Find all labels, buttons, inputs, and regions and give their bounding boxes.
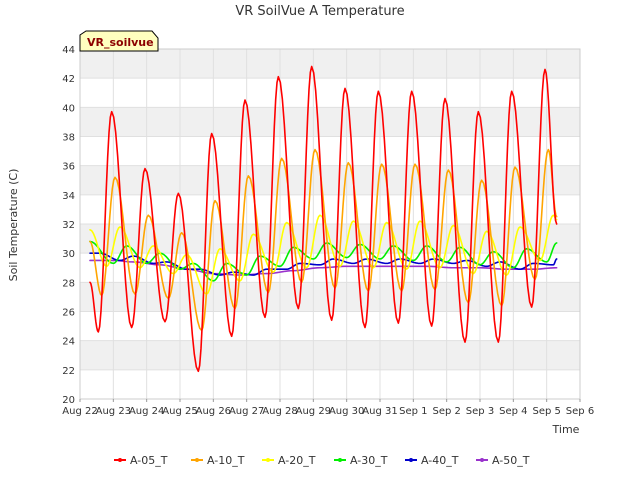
series-line-a-10-t	[89, 148, 558, 332]
plot-band	[80, 194, 580, 224]
y-tick-label: 36	[62, 162, 75, 173]
plot-band	[80, 107, 580, 137]
legend-label: A-10_T	[207, 454, 245, 467]
x-tick-label: Aug 31	[362, 406, 397, 417]
y-axis-ticks: 20 22 24 26 28 30 32 34 36 38 40 42 44	[62, 45, 75, 406]
series-lines	[89, 65, 558, 373]
plot-frame	[79, 48, 581, 400]
x-axis-label: Time	[552, 423, 580, 436]
y-axis-label: Soil Temperature (C)	[7, 169, 20, 282]
x-tick-label: Sep 6	[566, 406, 594, 417]
legend: A-05_T A-10_T A-20_T A-30_T A-40_T A-50_T	[114, 454, 530, 467]
series-line-a-05-t	[89, 65, 558, 373]
x-tick-label: Aug 24	[129, 406, 164, 417]
x-tick-label: Aug 29	[296, 406, 331, 417]
y-tick-label: 38	[62, 133, 75, 144]
legend-marker	[480, 458, 484, 462]
plot-band	[80, 165, 580, 195]
x-tick-label: Sep 5	[532, 406, 560, 417]
legend-marker	[118, 458, 122, 462]
y-tick-label: 44	[62, 45, 75, 56]
x-tick-label: Aug 23	[96, 406, 131, 417]
y-tick-label: 24	[62, 337, 75, 348]
x-tick-label: Sep 2	[432, 406, 460, 417]
y-tick-label: 32	[62, 220, 75, 231]
legend-label: A-05_T	[130, 454, 168, 467]
y-tick-label: 42	[62, 74, 75, 85]
x-tick-label: Aug 25	[162, 406, 197, 417]
plot-band	[80, 369, 580, 399]
y-tick-label: 28	[62, 278, 75, 289]
y-tick-label: 30	[62, 249, 75, 260]
legend-label: A-40_T	[421, 454, 459, 467]
legend-label: A-30_T	[350, 454, 388, 467]
legend-marker	[409, 458, 413, 462]
x-tick-label: Sep 1	[399, 406, 427, 417]
x-tick-label: Aug 27	[229, 406, 264, 417]
legend-marker	[338, 458, 342, 462]
y-tick-label: 40	[62, 103, 75, 114]
x-tick-label: Aug 22	[62, 406, 97, 417]
x-tick-label: Aug 28	[262, 406, 297, 417]
station-label-box: VR_soilvue	[79, 30, 159, 52]
station-label: VR_soilvue	[87, 36, 154, 49]
legend-label: A-50_T	[492, 454, 530, 467]
legend-marker	[266, 458, 270, 462]
x-tick-label: Sep 4	[499, 406, 527, 417]
chart-title: VR SoilVue A Temperature	[235, 4, 404, 19]
legend-marker	[195, 458, 199, 462]
x-tick-label: Aug 30	[329, 406, 364, 417]
y-tick-label: 22	[62, 366, 75, 377]
plot-band	[80, 78, 580, 108]
plot-band	[80, 340, 580, 370]
y-tick-label: 34	[62, 191, 75, 202]
x-tick-label: Aug 26	[196, 406, 231, 417]
plot-band	[80, 49, 580, 79]
station-label-background	[79, 30, 159, 52]
plot-band	[80, 136, 580, 166]
y-tick-label: 20	[62, 395, 75, 406]
legend-label: A-20_T	[278, 454, 316, 467]
x-tick-label: Sep 3	[466, 406, 494, 417]
y-tick-label: 26	[62, 308, 75, 319]
